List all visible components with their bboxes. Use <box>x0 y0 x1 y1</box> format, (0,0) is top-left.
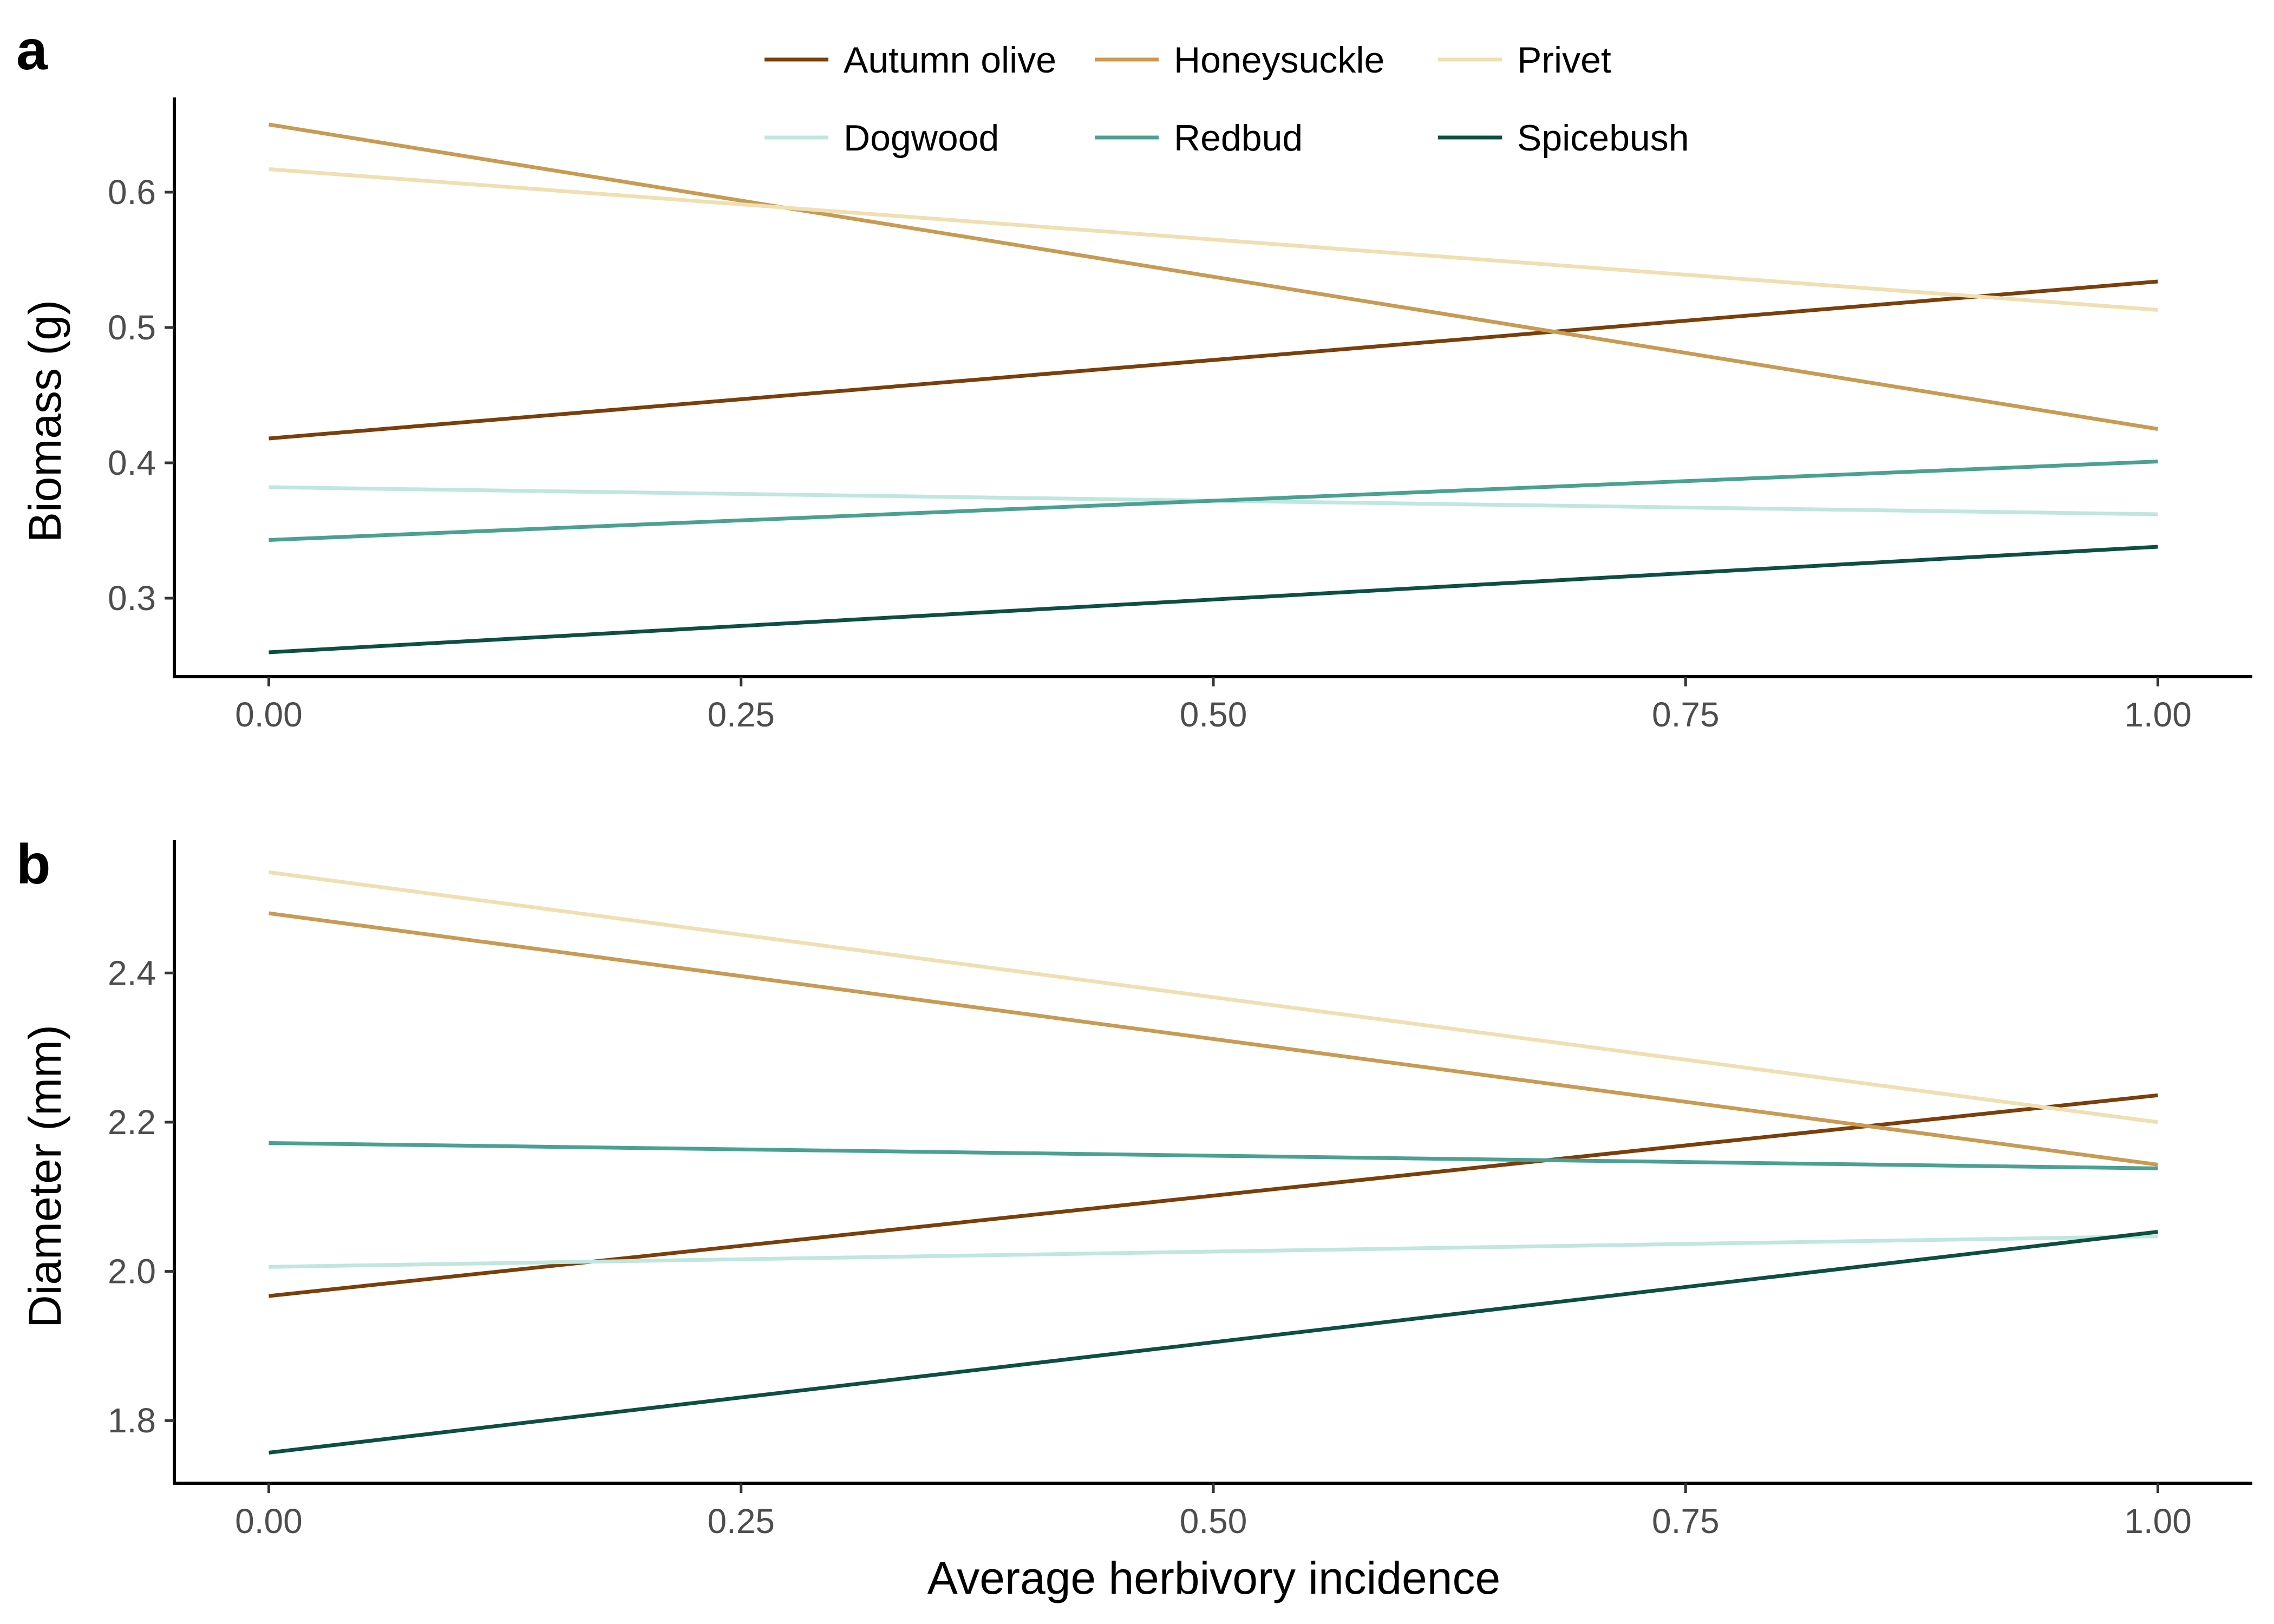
series-line-privet <box>269 167 2158 312</box>
y-tick-label: 0.6 <box>108 173 156 212</box>
panel-b-label: b <box>16 833 51 896</box>
y-tick-label: 0.4 <box>108 443 156 482</box>
x-tick-label: 0.25 <box>707 695 775 734</box>
x-tick-label: 0.75 <box>1652 695 1720 734</box>
legend-item-honeysuckle: Honeysuckle <box>1095 40 1384 81</box>
x-tick-label: 0.50 <box>1180 695 1247 734</box>
series-line-spicebush <box>269 545 2158 654</box>
legend-item-spicebush: Spicebush <box>1438 117 1689 159</box>
x-tick-label: 0.75 <box>1652 1502 1720 1541</box>
series-line-spicebush <box>269 1230 2158 1455</box>
panel-b-y-axis-title: Diameter (mm) <box>19 1025 70 1328</box>
legend-label-autumn-olive: Autumn olive <box>844 40 1056 81</box>
legend: Autumn olive Honeysuckle Privet Dogwood … <box>764 40 1689 159</box>
legend-item-dogwood: Dogwood <box>764 117 999 159</box>
series-line-autumn-olive <box>269 279 2158 441</box>
y-tick-label: 2.0 <box>108 1252 156 1291</box>
x-tick-label: 0.50 <box>1180 1502 1247 1541</box>
x-tick-label: 1.00 <box>2124 1502 2192 1541</box>
x-tick-label: 0.00 <box>235 695 303 734</box>
panel-a-y-axis-title: Biomass (g) <box>19 300 70 542</box>
legend-item-privet: Privet <box>1438 40 1611 81</box>
series-line-honeysuckle <box>269 911 2158 1167</box>
legend-item-autumn-olive: Autumn olive <box>764 40 1056 81</box>
legend-item-redbud: Redbud <box>1095 117 1303 159</box>
series-line-redbud <box>269 1141 2158 1170</box>
series-line-honeysuckle <box>268 122 2159 431</box>
legend-label-honeysuckle: Honeysuckle <box>1174 40 1384 81</box>
legend-label-privet: Privet <box>1517 40 1611 81</box>
x-tick-label: 0.25 <box>707 1502 775 1541</box>
panel-a-label: a <box>16 19 48 82</box>
y-tick-label: 0.3 <box>108 579 156 618</box>
y-tick-label: 1.8 <box>108 1401 156 1440</box>
x-tick-label: 1.00 <box>2124 695 2192 734</box>
legend-label-spicebush: Spicebush <box>1517 117 1689 159</box>
legend-label-dogwood: Dogwood <box>844 117 999 159</box>
y-tick-label: 2.2 <box>108 1103 156 1142</box>
series-line-dogwood <box>269 1234 2158 1269</box>
series-line-redbud <box>269 460 2158 542</box>
y-tick-label: 0.5 <box>108 308 156 347</box>
x-axis-title: Average herbivory incidence <box>927 1553 1500 1603</box>
legend-label-redbud: Redbud <box>1174 117 1303 159</box>
y-tick-label: 2.4 <box>108 953 156 992</box>
series-line-privet <box>269 870 2158 1124</box>
x-tick-label: 0.00 <box>235 1502 303 1541</box>
panel-a: a Biomass (g) 0.3 0.4 0.5 0.6 0.00 0.25 0.50 0.… <box>16 19 2252 734</box>
panel-b: b Diameter (mm) Average herbivory incide… <box>16 833 2252 1603</box>
